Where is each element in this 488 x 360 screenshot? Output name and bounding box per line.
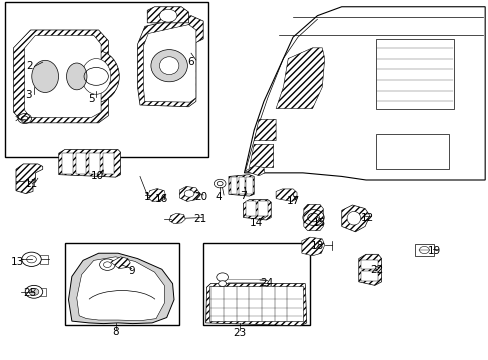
Circle shape	[159, 9, 177, 22]
Polygon shape	[68, 253, 174, 324]
Polygon shape	[276, 48, 324, 109]
Polygon shape	[205, 284, 306, 326]
Circle shape	[216, 273, 228, 282]
Text: 9: 9	[128, 266, 135, 276]
Ellipse shape	[66, 63, 87, 90]
Ellipse shape	[81, 59, 111, 94]
Text: 18: 18	[310, 241, 324, 251]
Ellipse shape	[346, 211, 360, 225]
Polygon shape	[147, 189, 165, 202]
Polygon shape	[147, 7, 188, 23]
Ellipse shape	[73, 50, 119, 102]
Circle shape	[100, 259, 115, 270]
Ellipse shape	[159, 57, 179, 75]
Text: 19: 19	[427, 246, 440, 256]
Bar	[40, 288, 46, 296]
Bar	[64, 243, 179, 325]
Text: 23: 23	[233, 328, 246, 338]
Polygon shape	[249, 144, 273, 167]
Circle shape	[25, 285, 42, 298]
Polygon shape	[16, 164, 42, 184]
Polygon shape	[16, 181, 33, 194]
Text: 2: 2	[26, 61, 33, 71]
Polygon shape	[25, 35, 101, 117]
Text: 10: 10	[91, 171, 104, 181]
Bar	[375, 134, 448, 169]
Bar	[258, 202, 267, 216]
Ellipse shape	[151, 50, 187, 82]
Polygon shape	[341, 205, 369, 232]
Text: 20: 20	[194, 192, 207, 202]
Circle shape	[218, 281, 226, 287]
Text: 22: 22	[370, 265, 383, 275]
Polygon shape	[77, 257, 164, 321]
Text: 16: 16	[155, 194, 168, 203]
Text: 17: 17	[286, 197, 299, 206]
Polygon shape	[228, 175, 254, 196]
Text: 8: 8	[112, 327, 119, 337]
Polygon shape	[137, 16, 203, 107]
Text: 7: 7	[239, 191, 246, 201]
Bar	[62, 153, 73, 174]
Polygon shape	[303, 204, 323, 231]
Bar	[103, 153, 114, 174]
Polygon shape	[358, 254, 381, 285]
Polygon shape	[276, 189, 296, 202]
Bar	[40, 255, 47, 264]
Bar	[246, 202, 256, 216]
Bar	[361, 260, 377, 269]
Text: 14: 14	[249, 218, 263, 228]
Text: 6: 6	[187, 57, 194, 67]
Ellipse shape	[32, 60, 59, 93]
Bar	[246, 177, 252, 194]
Bar	[203, 243, 309, 325]
Polygon shape	[14, 30, 108, 123]
Text: 15: 15	[313, 218, 326, 228]
Polygon shape	[111, 257, 130, 269]
Text: 25: 25	[23, 288, 36, 297]
Circle shape	[29, 288, 39, 296]
Bar	[209, 286, 302, 321]
Text: 13: 13	[10, 257, 23, 267]
Text: 1: 1	[143, 192, 150, 202]
Polygon shape	[143, 24, 196, 102]
Text: 24: 24	[259, 278, 272, 288]
Bar	[414, 244, 433, 256]
Circle shape	[184, 190, 194, 197]
Text: 12: 12	[360, 212, 373, 222]
Polygon shape	[59, 150, 120, 177]
Text: 11: 11	[25, 179, 38, 189]
Bar	[375, 39, 453, 109]
Bar	[89, 153, 100, 174]
Bar	[76, 153, 86, 174]
Bar	[238, 177, 244, 194]
Text: 4: 4	[216, 192, 222, 202]
Text: 5: 5	[88, 94, 95, 104]
Polygon shape	[179, 186, 200, 202]
Text: 21: 21	[193, 214, 206, 224]
Polygon shape	[301, 237, 324, 256]
Bar	[230, 177, 237, 194]
Polygon shape	[245, 166, 264, 176]
Bar	[361, 271, 377, 281]
Polygon shape	[244, 7, 484, 180]
Polygon shape	[169, 213, 185, 224]
Polygon shape	[243, 200, 271, 220]
Text: 3: 3	[25, 90, 31, 100]
Circle shape	[22, 252, 41, 266]
Bar	[5, 2, 207, 157]
Polygon shape	[254, 119, 276, 141]
